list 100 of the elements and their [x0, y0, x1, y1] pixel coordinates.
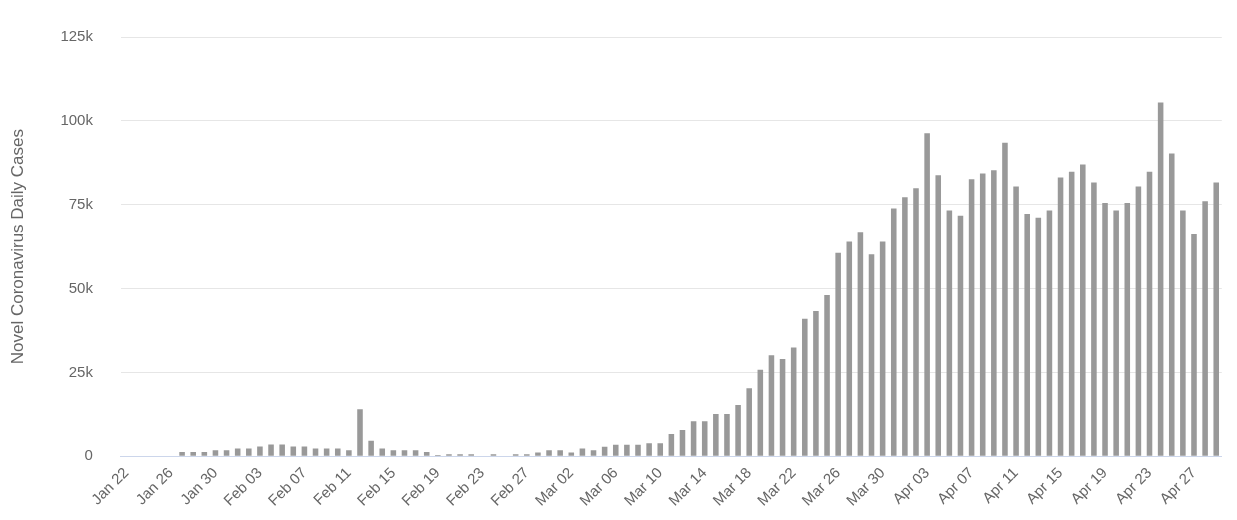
x-tick-label: Mar 30: [842, 463, 888, 509]
bar: [535, 452, 541, 456]
x-tick-label: Mar 14: [664, 463, 710, 509]
bar: [334, 448, 341, 456]
bar: [902, 197, 908, 456]
bar: [1024, 214, 1030, 456]
x-tick-label: Apr 11: [978, 463, 1022, 507]
x-tick-label: Feb 15: [353, 463, 399, 509]
bar: [968, 179, 975, 456]
bar: [257, 446, 263, 456]
bar: [757, 369, 764, 456]
bar: [979, 173, 986, 456]
bar: [1057, 177, 1064, 456]
bar: [179, 451, 185, 456]
bar: [1168, 153, 1175, 456]
bar: [701, 421, 708, 456]
bar: [957, 215, 964, 456]
bar: [279, 444, 285, 456]
bar: [1124, 203, 1131, 456]
x-tick-label: Feb 03: [219, 463, 265, 509]
bar: [991, 170, 997, 456]
bar: [790, 347, 797, 456]
bar: [190, 451, 196, 456]
bar: [1202, 201, 1208, 456]
y-tick-label: 0: [84, 446, 93, 464]
bar: [735, 404, 741, 456]
x-tick-label: Apr 07: [933, 463, 977, 507]
bar: [223, 450, 230, 456]
x-tick-label: Feb 11: [309, 463, 354, 508]
bar: [1113, 210, 1119, 456]
bar: [824, 294, 830, 456]
bar: [935, 175, 942, 456]
x-tick-label: Apr 27: [1155, 463, 1200, 507]
x-tick-label: Apr 19: [1066, 463, 1111, 507]
x-tick-label: Apr 23: [1111, 463, 1155, 507]
x-tick-label: Jan 22: [87, 463, 132, 508]
bar: [1035, 217, 1042, 456]
x-tick-label: Mar 22: [753, 463, 799, 509]
bar: [368, 440, 374, 456]
bar: [546, 450, 552, 456]
bar: [1046, 210, 1053, 456]
bar: [1191, 233, 1197, 456]
bar: [212, 450, 219, 456]
x-tick-label: Mar 10: [620, 463, 666, 509]
bar: [913, 188, 919, 456]
x-tick-label: Feb 27: [486, 463, 532, 509]
bar: [268, 444, 274, 456]
bar: [1135, 186, 1142, 456]
bar: [813, 311, 819, 456]
x-tick-label: Jan 26: [132, 463, 177, 508]
y-axis-title: Novel Coronavirus Daily Cases: [7, 128, 27, 365]
bar: [590, 450, 597, 456]
bar: [846, 241, 853, 456]
y-tick-label: 25k: [68, 362, 94, 380]
bar: [1091, 182, 1097, 456]
y-tick-label: 125k: [60, 27, 94, 45]
x-tick-label: Mar 02: [531, 463, 577, 509]
bar: [1180, 210, 1186, 456]
bar: [1068, 171, 1075, 456]
bar: [624, 444, 630, 456]
bar: [890, 208, 897, 456]
bar: [390, 450, 397, 456]
bar: [635, 444, 641, 456]
y-tick-label: 100k: [60, 110, 94, 128]
x-tick-label: Apr 03: [888, 463, 933, 507]
bar: [1146, 171, 1153, 456]
y-tick-label: 75k: [68, 194, 94, 212]
bar: [601, 446, 608, 456]
bar: [768, 355, 775, 456]
bar: [1002, 142, 1008, 456]
x-tick-label: Feb 07: [264, 463, 310, 509]
bar: [246, 448, 252, 456]
x-tick-label: Mar 26: [798, 463, 844, 509]
bar: [857, 232, 864, 456]
bar: [746, 388, 752, 456]
bar: [868, 254, 875, 456]
bar: [201, 451, 208, 456]
bar: [357, 409, 363, 456]
bar: [1013, 186, 1019, 456]
x-tick-label: Mar 06: [575, 463, 621, 509]
bar: [802, 318, 808, 456]
bar: [724, 413, 730, 456]
x-tick-label: Feb 19: [397, 463, 443, 509]
bar: [713, 413, 719, 456]
bar: [646, 443, 652, 456]
x-tick-label: Apr 15: [1022, 463, 1066, 507]
bar: [557, 450, 563, 456]
bar: [779, 358, 786, 456]
bar: [679, 430, 686, 456]
x-tick-label: Mar 18: [709, 463, 755, 509]
bar: [668, 434, 675, 456]
x-tick-label: Feb 23: [442, 463, 488, 509]
bar: [612, 444, 619, 456]
bar: [657, 443, 664, 456]
bar: [1080, 164, 1086, 456]
bar: [924, 133, 930, 456]
bar: [401, 450, 408, 456]
bar: [423, 451, 430, 456]
bar: [1213, 182, 1220, 456]
bar: [879, 241, 886, 456]
